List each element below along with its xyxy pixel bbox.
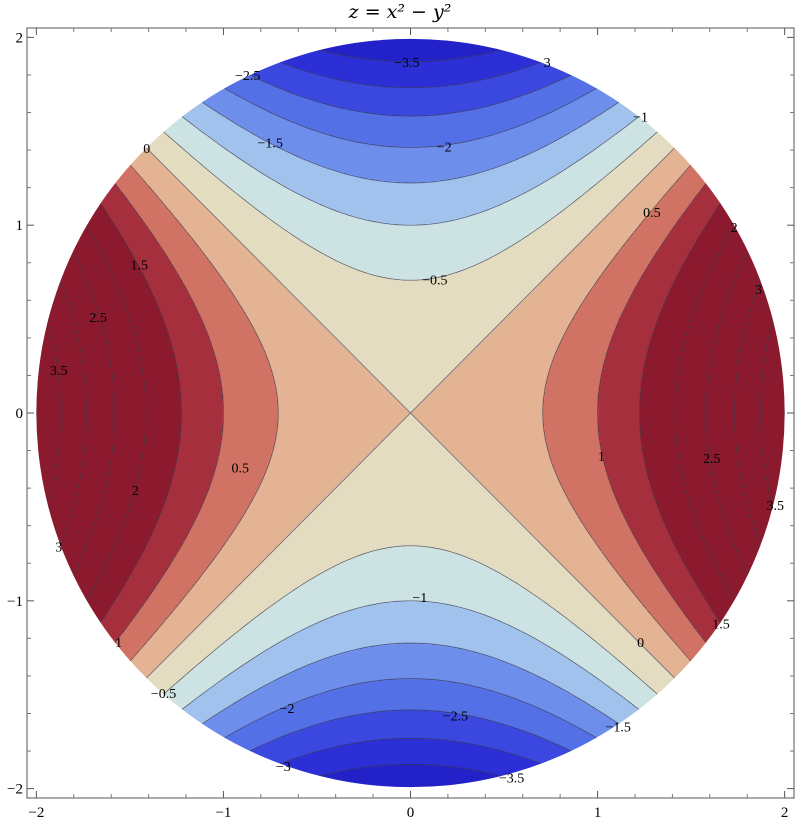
x-tick-label: 2 (781, 805, 789, 821)
x-tick-label: −1 (215, 805, 231, 821)
contour-label: 0.5 (232, 461, 250, 476)
contour-label: 2.5 (703, 452, 721, 467)
contour-label: −3.5 (394, 56, 419, 71)
contour-label: 3 (755, 283, 762, 298)
y-tick-label: 0 (16, 406, 24, 422)
contour-label: −2.5 (443, 709, 468, 724)
contour-label: −2 (437, 140, 452, 155)
contour-label: −0.5 (422, 274, 447, 289)
contour-label: −1.5 (605, 721, 630, 736)
y-tick-label: −2 (7, 782, 23, 798)
contour-label: −2 (280, 702, 295, 717)
contour-label: 1 (115, 636, 122, 651)
contour-label: 3 (544, 56, 551, 71)
y-tick-label: 1 (16, 218, 24, 234)
contour-label: 3.5 (767, 499, 785, 514)
contour-label: −1.5 (257, 137, 282, 152)
contour-label: −1 (412, 591, 427, 606)
x-tick-label: 0 (407, 805, 415, 821)
contour-label: −2.5 (235, 69, 260, 84)
contour-label: 2.5 (89, 311, 107, 326)
contour-label: 3 (55, 540, 62, 555)
contour-label: 3.5 (50, 364, 68, 379)
contour-label: −1 (633, 110, 648, 125)
contour-label: 1.5 (712, 617, 730, 632)
contour-label: 1.5 (130, 259, 148, 274)
contour-label: 0.5 (643, 206, 661, 221)
contour-label: −3 (276, 760, 291, 775)
contour-label: 0 (637, 636, 644, 651)
y-tick-label: 2 (16, 30, 24, 46)
contour-label: −3.5 (499, 771, 524, 786)
contour-label: 0 (143, 142, 150, 157)
contour-label: −0.5 (151, 687, 176, 702)
chart-title: z = x² − y² (0, 0, 800, 24)
contour-label: 2 (731, 221, 738, 236)
contour-label: 2 (132, 484, 139, 499)
x-tick-label: 1 (594, 805, 602, 821)
y-tick-label: −1 (7, 594, 23, 610)
contour-label: 1 (598, 450, 605, 465)
x-tick-label: −2 (28, 805, 44, 821)
